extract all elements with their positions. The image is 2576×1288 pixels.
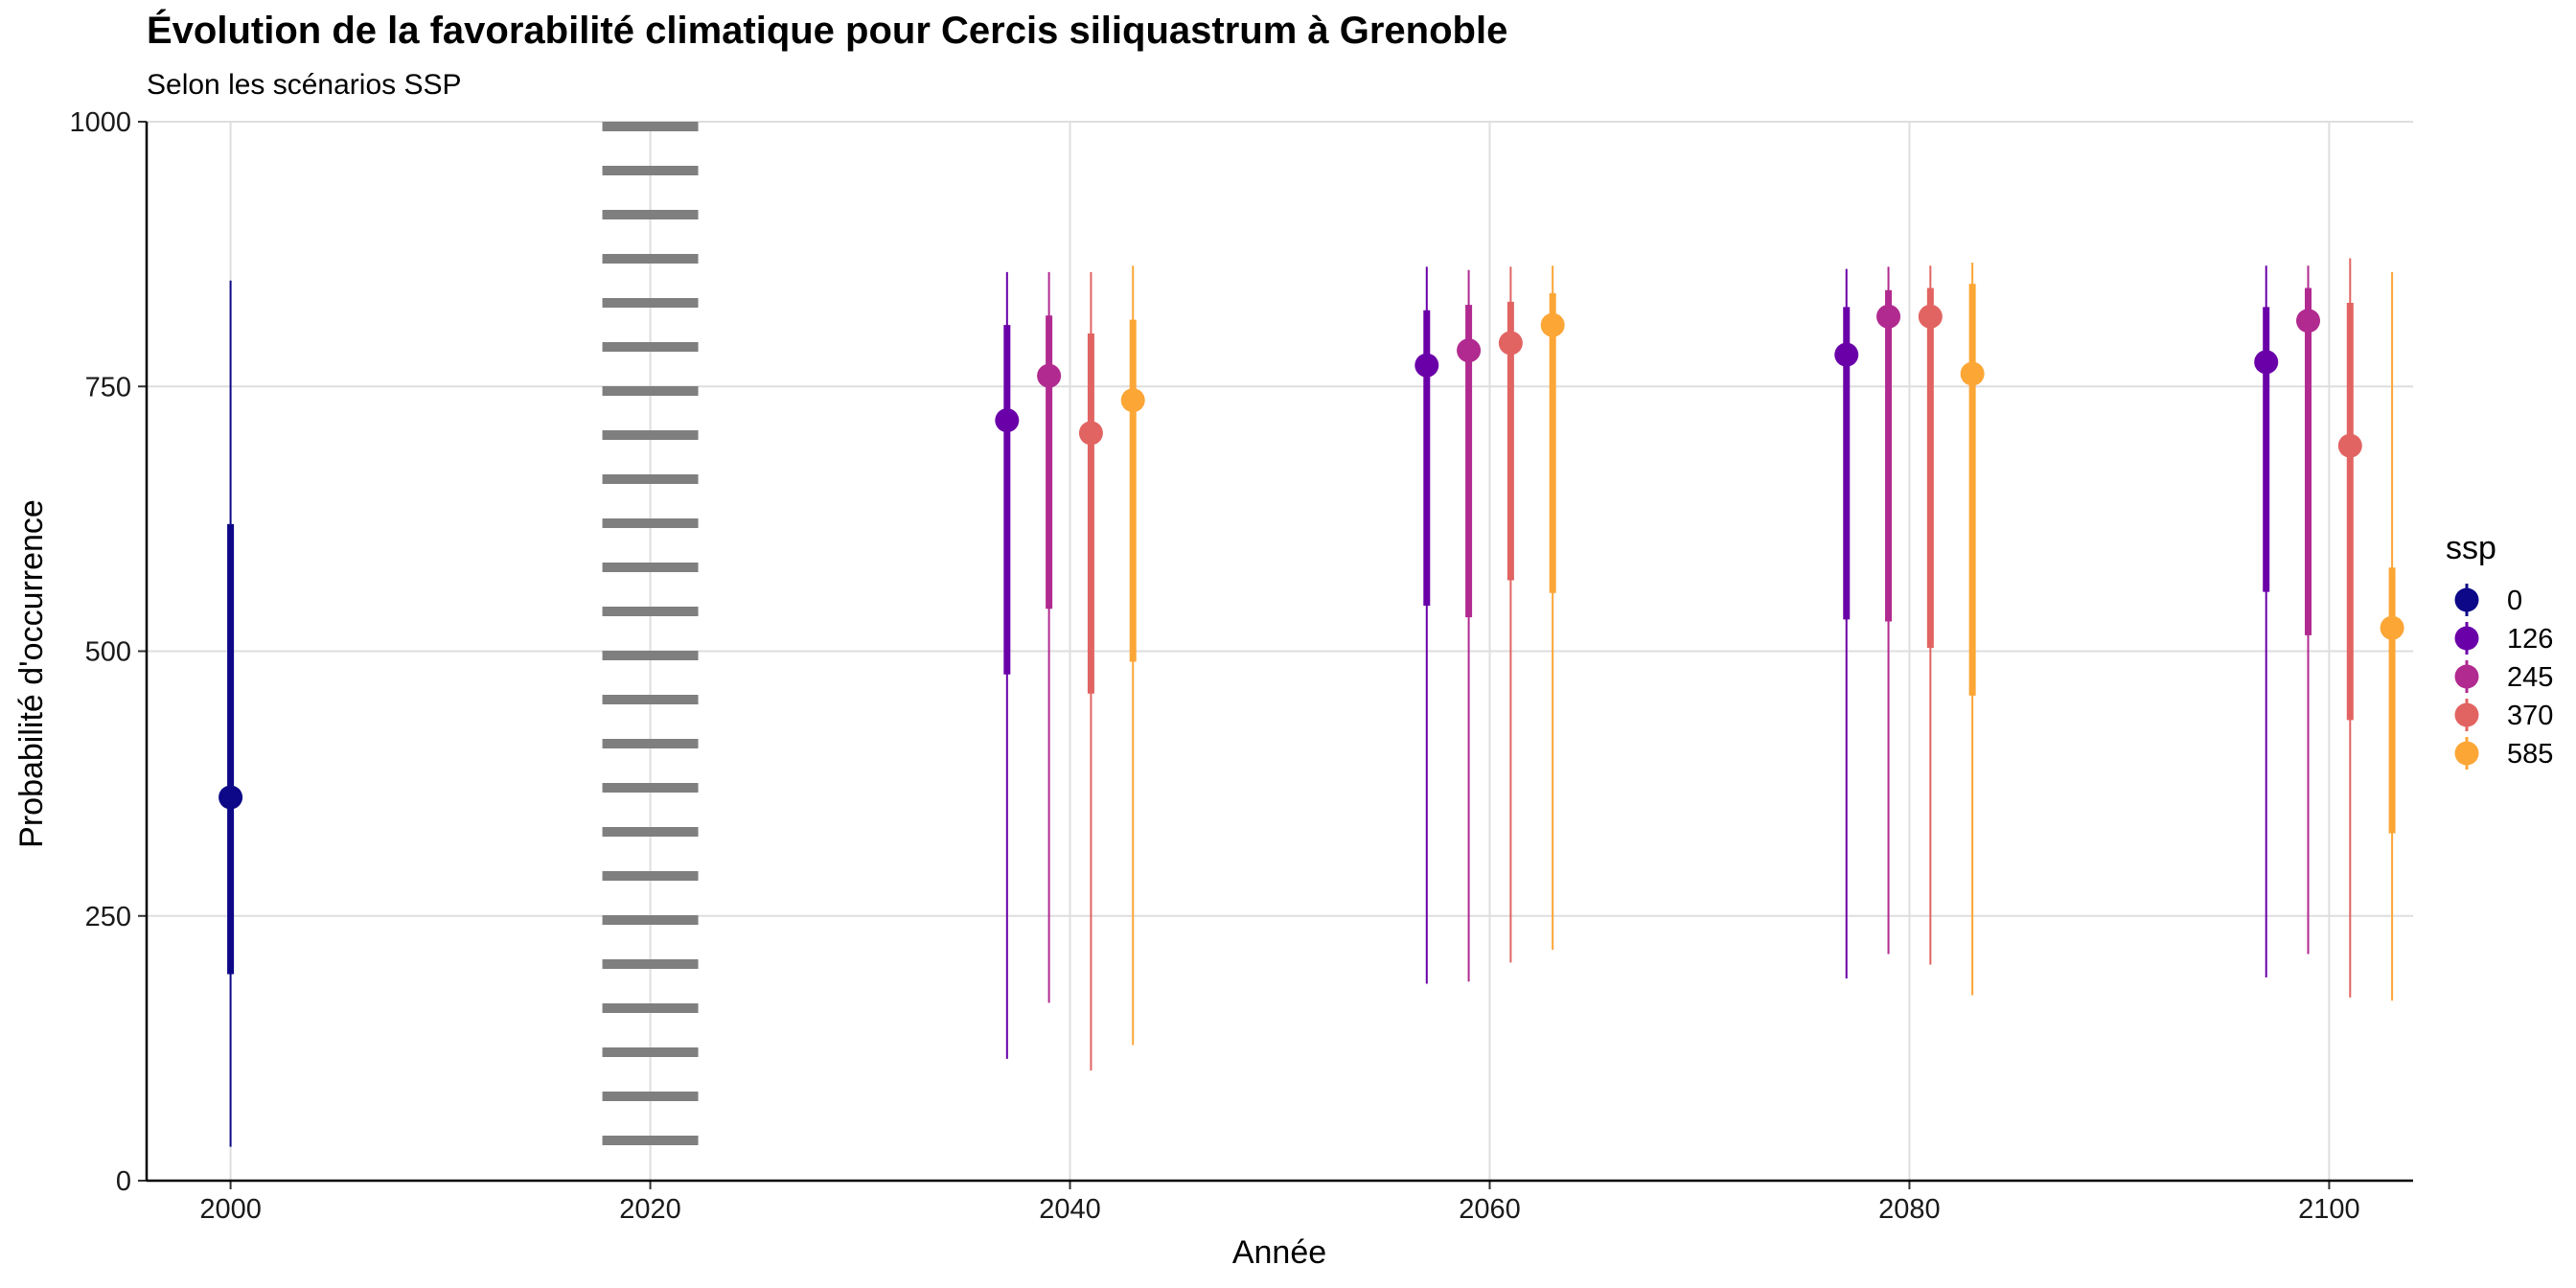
y-tick-label: 500 <box>85 637 131 668</box>
chart-subtitle: Selon les scénarios SSP <box>147 69 462 101</box>
y-tick-label: 750 <box>85 372 131 402</box>
point-ssp-370 <box>2337 433 2362 458</box>
legend-item-ssp-126: 126 <box>2454 622 2553 655</box>
x-tick-label: 2040 <box>1039 1194 1101 1225</box>
y-tick-label: 250 <box>85 902 131 932</box>
x-tick-label: 2100 <box>2298 1194 2360 1225</box>
point-ssp-370 <box>1498 331 1523 356</box>
y-tick-label: 0 <box>116 1166 131 1197</box>
x-tick-label: 2080 <box>1878 1194 1941 1225</box>
point-ssp-585 <box>1540 312 1565 337</box>
point-ssp-126 <box>2254 350 2279 375</box>
data-marks <box>218 258 2404 1147</box>
point-ssp-370 <box>1918 304 1943 329</box>
x-axis-title: Année <box>1232 1234 1326 1271</box>
legend: ssp 0 126 245 370 585 <box>2446 530 2553 770</box>
tick-labels: 0 250 500 750 1000 2000 2020 2040 2060 2080 2100 <box>69 107 2359 1225</box>
point-ssp-245 <box>1037 363 1062 388</box>
point-ssp-0 <box>218 785 243 810</box>
point-ssp-245 <box>1876 304 1901 329</box>
y-tick-label: 1000 <box>69 107 131 138</box>
x-tick-label: 2020 <box>619 1194 681 1225</box>
legend-key-point <box>2454 741 2479 766</box>
legend-key-point <box>2454 626 2479 651</box>
point-ssp-245 <box>2296 309 2321 334</box>
point-ssp-585 <box>1960 361 1985 386</box>
gridlines <box>147 121 2413 1181</box>
legend-title: ssp <box>2446 530 2496 566</box>
point-ssp-585 <box>1120 388 1145 413</box>
legend-item-ssp-370: 370 <box>2454 699 2553 731</box>
point-ssp-245 <box>1457 338 1482 363</box>
legend-label: 245 <box>2507 662 2553 693</box>
point-ssp-126 <box>1414 353 1439 378</box>
legend-item-ssp-245: 245 <box>2454 660 2553 693</box>
point-ssp-126 <box>1834 342 1859 367</box>
legend-item-ssp-0: 0 <box>2454 584 2522 616</box>
legend-label: 0 <box>2507 586 2522 616</box>
point-ssp-370 <box>1078 421 1103 446</box>
y-axis-title: Probabilité d'occurrence <box>13 499 50 848</box>
legend-key-point <box>2454 664 2479 689</box>
legend-item-ssp-585: 585 <box>2454 737 2553 770</box>
x-tick-label: 2000 <box>199 1194 262 1225</box>
legend-key-point <box>2454 587 2479 612</box>
chart-title: Évolution de la favorabilité climatique … <box>147 10 1508 52</box>
legend-label: 585 <box>2507 739 2553 770</box>
point-ssp-126 <box>995 408 1020 433</box>
x-tick-label: 2060 <box>1459 1194 1521 1225</box>
point-ssp-585 <box>2380 615 2404 640</box>
axes <box>138 121 2413 1189</box>
legend-label: 126 <box>2507 624 2553 655</box>
legend-label: 370 <box>2507 701 2553 731</box>
legend-key-point <box>2454 702 2479 727</box>
